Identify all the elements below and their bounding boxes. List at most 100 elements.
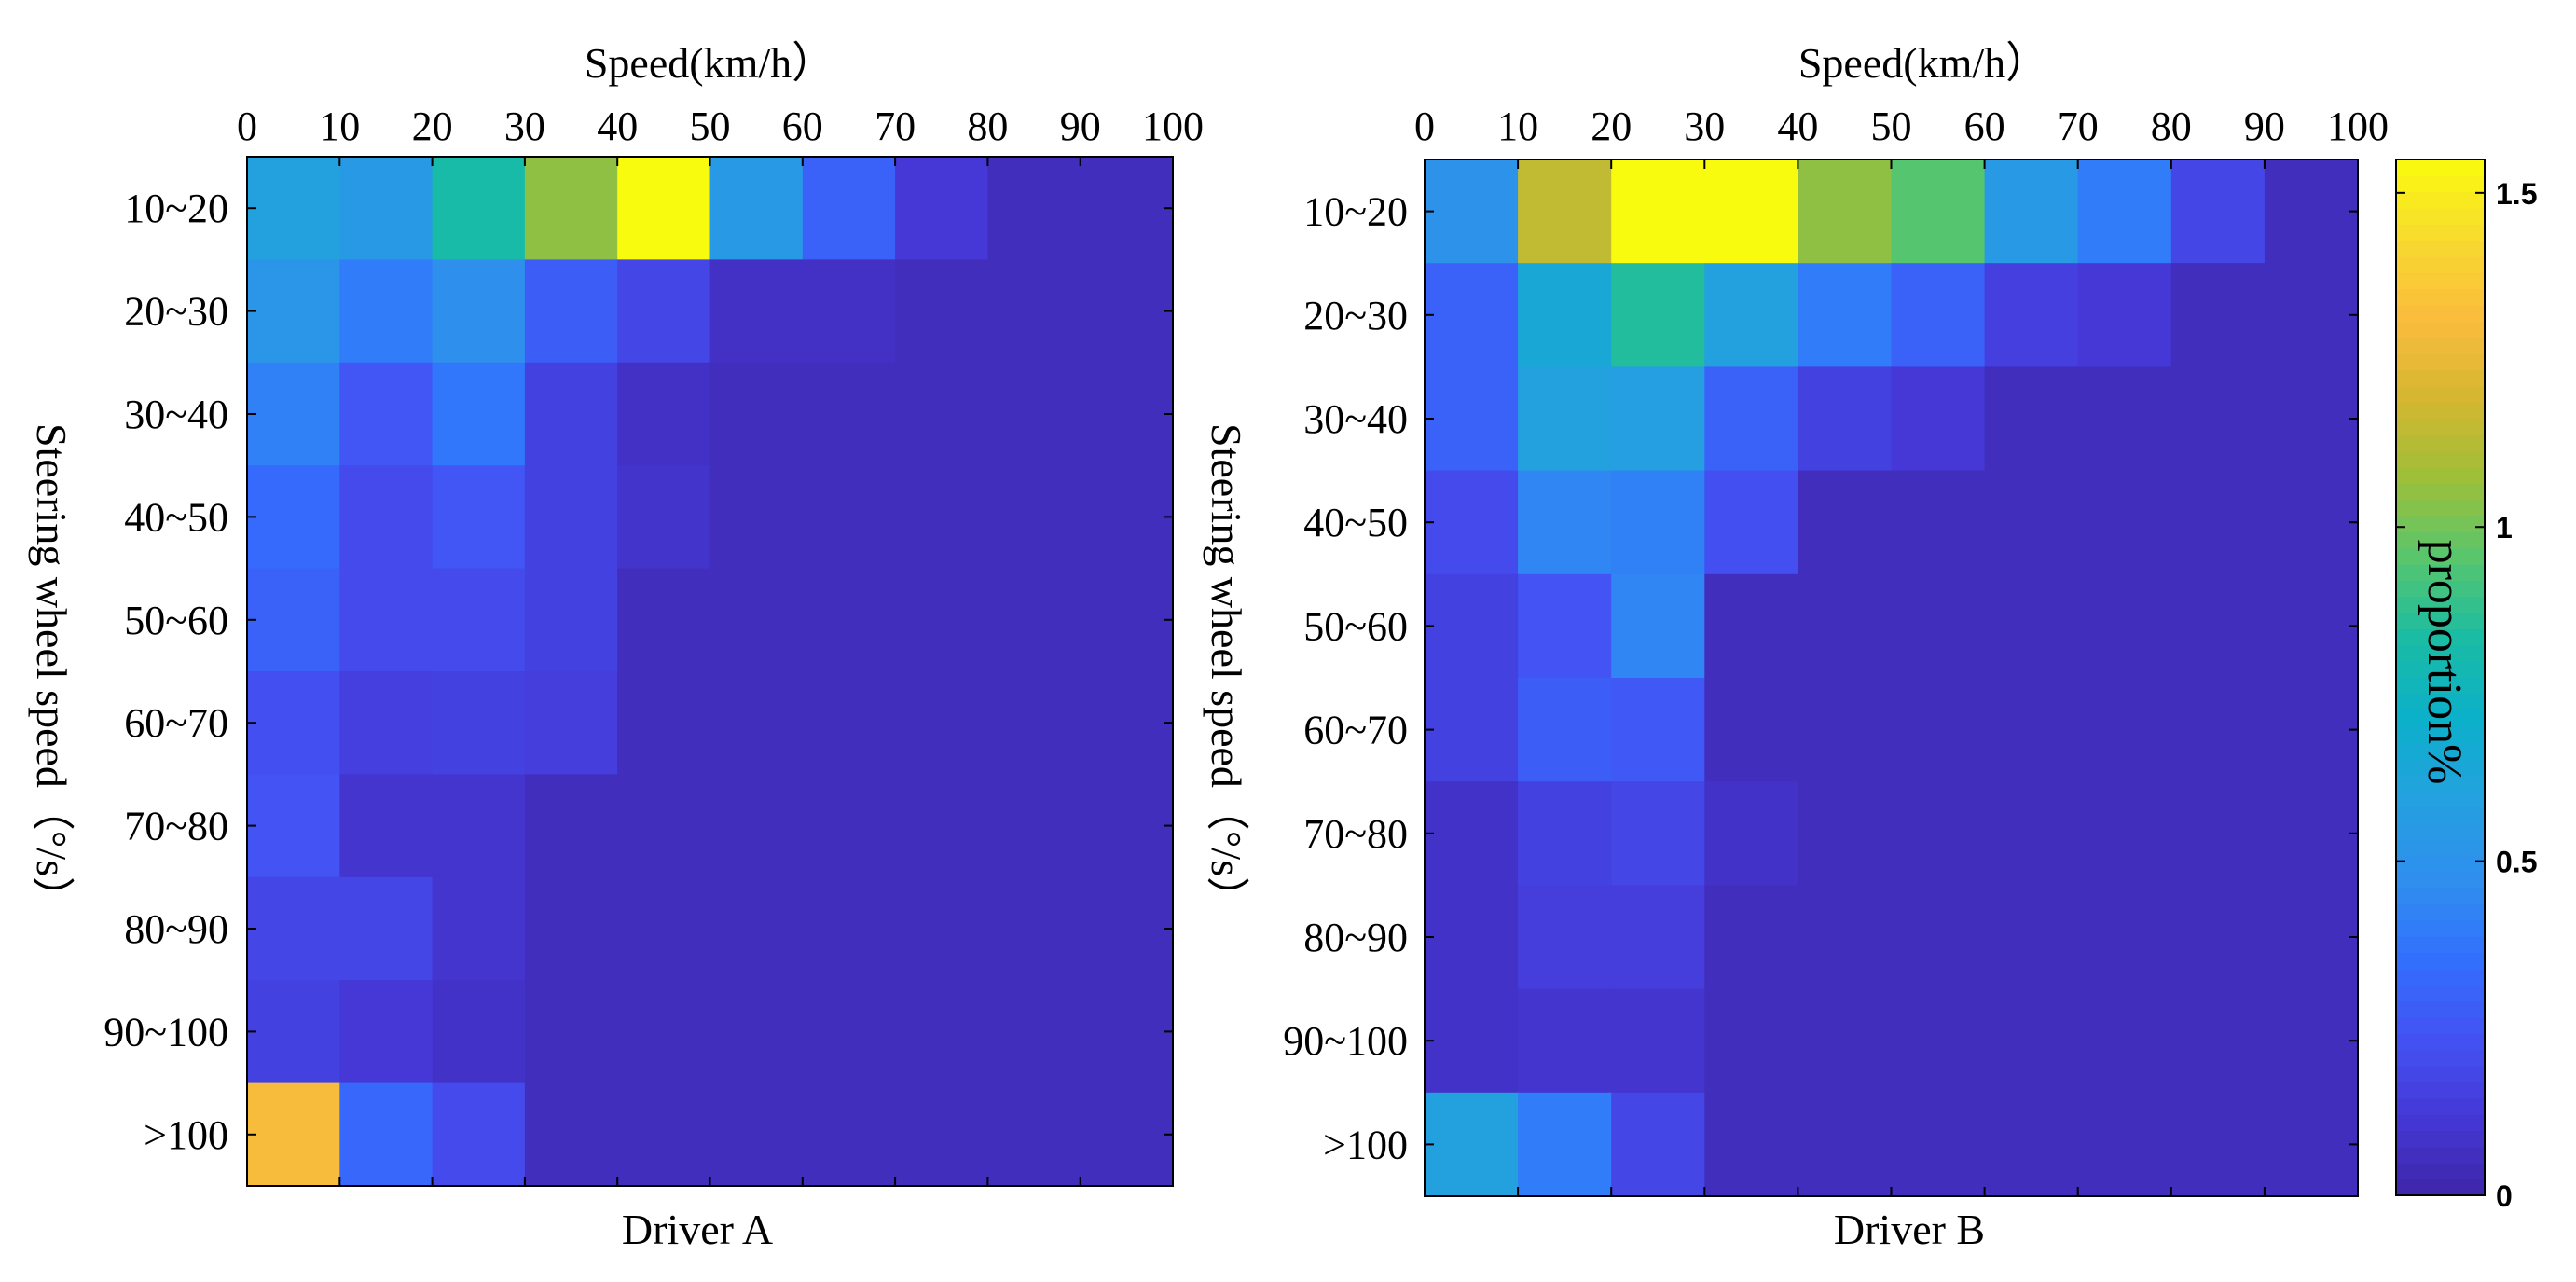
colorbar-block (2396, 547, 2485, 565)
colorbar-block (2396, 871, 2485, 889)
colorbar-block (2396, 613, 2485, 630)
heatmap-b-y-tick-label: 30~40 (1303, 396, 1408, 442)
heatmap-a-x-tick-label: 40 (597, 103, 638, 149)
colorbar-block (2396, 791, 2485, 807)
heatmap-a-cell-r7-c7 (895, 876, 988, 981)
heatmap-a-cell-r1-c9 (1080, 259, 1174, 364)
heatmap-b-cell-r9-c0 (1425, 1092, 1519, 1197)
heatmap-a-cell-r1-c8 (987, 259, 1081, 364)
heatmap-b-cell-r1-c6 (1984, 263, 2079, 367)
heatmap-a-cell-r2-c9 (1080, 362, 1174, 466)
colorbar-block (2396, 1179, 2485, 1196)
colorbar-block (2396, 208, 2485, 226)
heatmap-a-cell-r1-c0 (247, 259, 340, 364)
heatmap-a-title: Driver A (622, 1206, 773, 1253)
heatmap-b-x-tick-label: 60 (1964, 103, 2005, 149)
heatmap-a-cell-r7-c1 (339, 876, 434, 981)
heatmap-a-cell-r7-c9 (1080, 876, 1174, 981)
heatmap-a-cell-r6-c1 (339, 774, 434, 878)
heatmap-b-cell-r2-c3 (1704, 366, 1798, 472)
heatmap-b-x-tick-label: 30 (1684, 103, 1725, 149)
heatmap-b-x-tick-label: 40 (1777, 103, 1818, 149)
heatmap-b-cell-r6-c0 (1425, 781, 1519, 886)
heatmap-b-cell-r0-c8 (2170, 159, 2266, 264)
heatmap-a-cell-r3-c9 (1080, 465, 1174, 570)
heatmap-b-cell-r2-c1 (1518, 366, 1612, 472)
heatmap-b-x-axis-title: Speed(km/h） (1798, 39, 2048, 87)
colorbar-block (2396, 952, 2485, 970)
heatmap-b-cell-r9-c2 (1611, 1092, 1705, 1197)
heatmap-b-cell-r7-c8 (2170, 885, 2266, 990)
heatmap-b-y-tick-label: 40~50 (1303, 500, 1408, 545)
colorbar-block (2396, 466, 2485, 484)
heatmap-a-cell-r2-c3 (524, 362, 618, 466)
heatmap-a-y-tick-label: 50~60 (124, 598, 228, 643)
heatmap-b-cell-r3-c9 (2264, 470, 2359, 575)
colorbar-block (2396, 563, 2485, 581)
heatmap-a-x-tick-label: 100 (1142, 103, 1204, 149)
heatmap-a-cell-r2-c4 (617, 362, 711, 466)
heatmap-a-cell-r5-c4 (617, 671, 711, 775)
heatmap-b-cell-r6-c4 (1798, 781, 1893, 886)
heatmap-b-y-axis-title: Steering wheel speed（°/s） (1203, 423, 1250, 919)
heatmap-b-cell-r6-c8 (2170, 781, 2266, 886)
heatmap-b-cell-r9-c9 (2264, 1092, 2359, 1197)
heatmap-b-y-tick-label: >100 (1323, 1122, 1408, 1167)
colorbar-block (2396, 1114, 2485, 1132)
heatmap-b-cell-r3-c0 (1425, 470, 1519, 575)
heatmap-a-cell-r2-c8 (987, 362, 1081, 466)
colorbar-block (2396, 741, 2485, 759)
colorbar-block (2396, 644, 2485, 662)
heatmap-b-cell-r7-c7 (2077, 885, 2172, 990)
colorbar-block (2396, 369, 2485, 387)
colorbar-block (2396, 337, 2485, 354)
colorbar-ticks (2396, 191, 2485, 1196)
heatmap-a-cell-r3-c2 (432, 465, 526, 570)
heatmap-a-cell-r7-c3 (524, 876, 618, 981)
heatmap-b-cell-r4-c7 (2077, 573, 2172, 679)
heatmap-a-cell-r4-c5 (709, 568, 804, 672)
heatmap-b-cell-r9-c3 (1704, 1092, 1798, 1197)
heatmap-b-y-tick-label: 70~80 (1303, 811, 1408, 857)
heatmap-b-cell-r7-c6 (1984, 885, 2079, 990)
heatmap-a-cell-r4-c1 (339, 568, 434, 672)
heatmap-b-cell-r5-c2 (1611, 678, 1705, 782)
heatmap-b-cell-r6-c9 (2264, 781, 2359, 886)
heatmap-a-x-axis-title: Speed(km/h） (585, 39, 834, 87)
heatmap-a-cell-r9-c8 (987, 1082, 1081, 1187)
heatmap-a-cell-r6-c6 (802, 774, 896, 878)
colorbar-block (2396, 224, 2485, 241)
heatmap-b-x-tick-label: 50 (1871, 103, 1912, 149)
heatmap-a-cell-r4-c3 (524, 568, 618, 672)
colorbar-block (2396, 450, 2485, 468)
heatmap-b-cell-r4-c4 (1798, 573, 1893, 679)
heatmap-a-y-tick-label: 40~50 (124, 494, 228, 540)
heatmap-a-cell-r6-c3 (524, 774, 618, 878)
heatmap-a-cell-r7-c5 (709, 876, 804, 981)
heatmap-b-cell-r5-c6 (1984, 678, 2079, 782)
heatmap-b-y-tick-label: 10~20 (1303, 189, 1408, 235)
heatmap-a-cell-r8-c7 (895, 980, 988, 1084)
heatmap-a-y-axis-title: Steering wheel speed（°/s） (28, 423, 76, 919)
heatmap-b-cell-r2-c8 (2170, 366, 2266, 472)
heatmap-b-cell-r5-c7 (2077, 678, 2172, 782)
heatmap-b-cell-r4-c0 (1425, 573, 1519, 679)
heatmap-a-cell-r6-c0 (247, 774, 340, 878)
heatmap-driver-b: 0 10 20 30 40 50 60 70 80 90 100 10~20 20~30 30~40 40… (1203, 39, 2389, 1253)
heatmap-a-cell-r2-c6 (802, 362, 896, 466)
heatmap-a-y-tick-label: 90~100 (103, 1009, 228, 1055)
heatmap-a-cell-r0-c9 (1080, 157, 1174, 260)
heatmap-a-y-tick-labels: 10~20 20~30 30~40 40~50 50~60 60~70 70~80 80~90… (103, 186, 228, 1158)
heatmap-a-cell-r7-c6 (802, 876, 896, 981)
heatmap-b-y-tick-label: 50~60 (1303, 603, 1408, 649)
heatmap-a-cell-r8-c2 (432, 980, 526, 1084)
colorbar-block (2396, 774, 2485, 792)
heatmap-b-y-tick-label: 80~90 (1303, 915, 1408, 960)
heatmap-b-cell-r1-c7 (2077, 263, 2172, 367)
heatmap-a-cell-r3-c3 (524, 465, 618, 570)
heatmap-a-cell-r2-c5 (709, 362, 804, 466)
heatmap-b-cell-r2-c5 (1891, 366, 1986, 472)
colorbar-block (2396, 628, 2485, 646)
heatmap-a-cell-r1-c3 (524, 259, 618, 364)
